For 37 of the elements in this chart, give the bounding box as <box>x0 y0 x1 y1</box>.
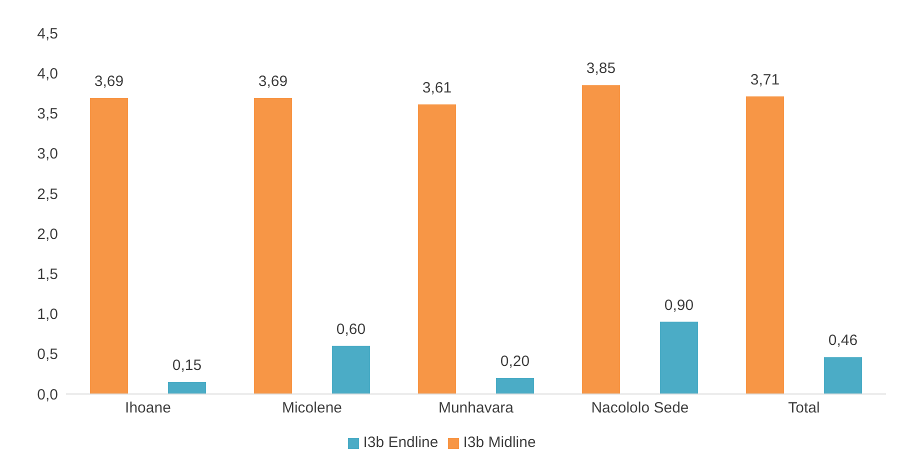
bar <box>254 98 292 394</box>
data-label: 0,20 <box>500 352 530 370</box>
x-tick-label: Munhavara <box>438 400 514 417</box>
data-label: 0,46 <box>828 332 858 350</box>
legend-label: I3b Endline <box>363 434 438 451</box>
y-tick-label: 2,0 <box>37 226 58 243</box>
y-tick-label: 2,5 <box>37 186 58 203</box>
y-tick-label: 0,0 <box>37 386 58 404</box>
y-tick-label: 1,5 <box>37 266 58 283</box>
y-tick-label: 3,5 <box>37 106 58 123</box>
bar <box>746 96 784 394</box>
x-tick-label: Micolene <box>282 400 342 417</box>
y-tick-label: 0,5 <box>37 346 58 364</box>
bar <box>496 378 534 394</box>
data-label: 0,90 <box>664 296 694 314</box>
x-tick-label: Ihoane <box>125 400 171 417</box>
bar <box>332 346 370 394</box>
x-tick-label: Nacololo Sede <box>591 400 689 417</box>
data-label: 0,60 <box>336 320 366 338</box>
bar <box>90 98 128 394</box>
bar <box>582 85 620 394</box>
data-label: 3,69 <box>258 72 288 90</box>
bar <box>660 322 698 394</box>
y-tick-label: 1,0 <box>37 306 58 324</box>
bar <box>168 382 206 394</box>
y-tick-label: 3,0 <box>37 146 58 163</box>
data-label: 3,69 <box>94 72 124 90</box>
data-label: 0,15 <box>172 356 202 374</box>
data-label: 3,85 <box>586 60 616 78</box>
y-tick-label: 4,0 <box>37 65 58 82</box>
bar <box>824 357 862 394</box>
bar <box>418 104 456 394</box>
x-tick-label: Total <box>788 400 820 417</box>
data-label: 3,71 <box>750 71 780 88</box>
legend-label: I3b Midline <box>463 434 536 451</box>
y-tick-label: 4,5 <box>37 25 58 42</box>
data-label: 3,61 <box>422 79 452 96</box>
